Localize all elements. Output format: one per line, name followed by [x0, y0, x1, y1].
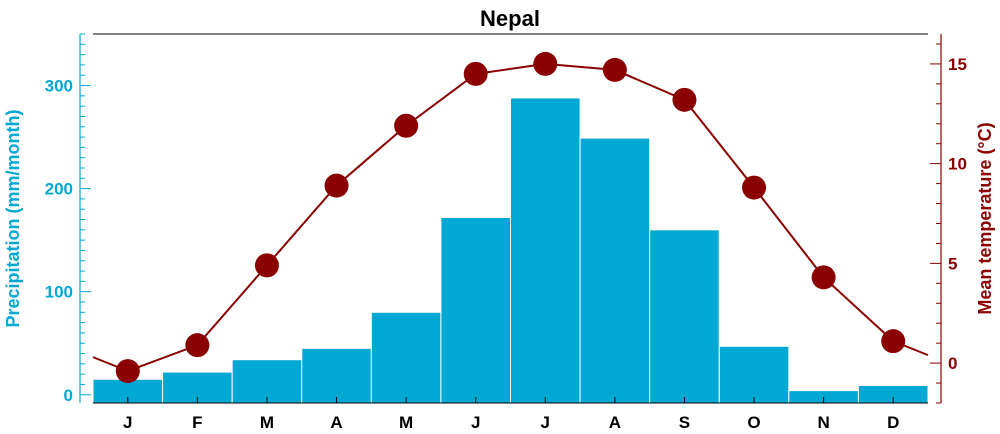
precipitation-bars	[92, 97, 929, 404]
x-tick-label: N	[817, 413, 829, 432]
y-axis-right-label: Mean temperature (°C)	[975, 122, 995, 314]
temperature-point-5	[463, 61, 488, 86]
bar-4	[370, 311, 442, 404]
temperature-point-8	[672, 87, 697, 112]
temperature-point-2	[254, 253, 279, 278]
bar-7	[579, 137, 651, 404]
temperature-line	[92, 51, 929, 384]
temperature-point-1	[185, 333, 210, 358]
bar-8	[649, 229, 720, 404]
bar-3	[301, 347, 372, 404]
x-tick-label: D	[887, 413, 899, 432]
x-tick-label: S	[679, 413, 690, 432]
x-tick-label: F	[192, 413, 202, 432]
temperature-series-line	[92, 62, 929, 373]
chart-title: Nepal	[480, 6, 540, 31]
temperature-point-11	[881, 329, 906, 354]
temperature-point-6	[533, 51, 558, 76]
temperature-point-4	[394, 113, 419, 138]
y-right-tick-label: 0	[948, 354, 957, 373]
bar-5	[440, 216, 511, 404]
temperature-point-7	[602, 57, 627, 82]
x-tick-label: J	[471, 413, 480, 432]
temperature-point-10	[811, 265, 836, 290]
x-tick-label: M	[260, 413, 274, 432]
temperature-point-9	[742, 175, 767, 200]
bar-6	[510, 97, 581, 404]
temperature-point-3	[324, 173, 349, 198]
x-tick-label: M	[399, 413, 413, 432]
bar-9	[718, 345, 790, 404]
y-left-tick-label: 200	[45, 180, 73, 199]
axes: 0 100 200 300 0 5 10 15 J F M A M J J A S O N D	[45, 33, 967, 432]
x-tick-label: O	[747, 413, 760, 432]
x-tick-label: J	[123, 413, 132, 432]
y-right-tick-label: 5	[948, 254, 957, 273]
x-tick-label: J	[541, 413, 550, 432]
x-tick-label: A	[609, 413, 621, 432]
y-right-tick-label: 10	[948, 155, 967, 174]
bar-2	[231, 359, 303, 404]
y-left-tick-label: 300	[45, 77, 73, 96]
y-axis-left-label: Precipitation (mm/month)	[3, 109, 23, 327]
y-left-tick-label: 0	[64, 386, 73, 405]
y-right-tick-label: 15	[948, 55, 967, 74]
temperature-point-0	[115, 359, 140, 384]
x-tick-label: A	[330, 413, 342, 432]
y-left-tick-label: 100	[45, 283, 73, 302]
